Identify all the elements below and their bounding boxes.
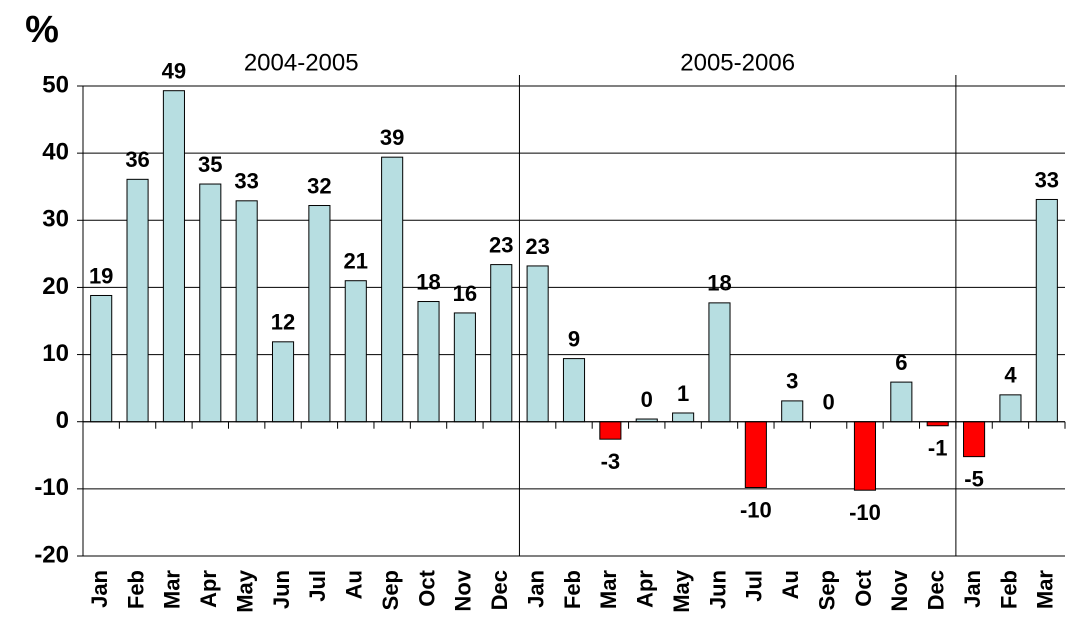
x-tick-label: Apr	[633, 570, 658, 608]
x-tick-label: Feb	[560, 570, 585, 609]
y-unit: %	[25, 9, 59, 51]
x-tick-label: Apr	[196, 570, 221, 608]
bar	[1035, 198, 1058, 423]
x-tick-label: Jan	[960, 570, 985, 608]
data-label: 19	[89, 263, 113, 288]
x-tick-label: May	[232, 569, 257, 613]
x-tick-label: Jan	[87, 570, 112, 608]
data-label: 0	[641, 387, 653, 412]
bar	[744, 421, 767, 489]
y-tick-label: 10	[42, 340, 69, 367]
data-label: 18	[416, 269, 440, 294]
bar	[526, 265, 549, 423]
y-tick-label: 40	[42, 138, 69, 165]
x-tick-label: Oct	[851, 569, 876, 606]
x-tick-label: Nov	[887, 569, 912, 611]
data-label: 4	[1004, 363, 1017, 388]
bar	[90, 294, 113, 423]
x-tick-label: Mar	[1033, 570, 1058, 610]
y-tick-label: 20	[42, 273, 69, 300]
x-tick-label: Dec	[924, 570, 949, 610]
bar	[344, 280, 367, 423]
bar	[126, 178, 149, 423]
x-tick-label: Feb	[996, 570, 1021, 609]
bar	[381, 156, 404, 423]
bar	[890, 381, 913, 423]
bar	[162, 90, 185, 423]
group-label: 2005-2006	[680, 49, 795, 76]
x-tick-label: Au	[342, 570, 367, 599]
bar	[271, 341, 295, 423]
x-tick-label: Jan	[523, 570, 548, 608]
data-label: -10	[740, 497, 772, 522]
data-label: 23	[489, 232, 513, 257]
bar	[562, 358, 586, 423]
data-label: 36	[125, 147, 149, 172]
data-label: -1	[928, 436, 948, 461]
x-tick-label: Au	[778, 570, 803, 599]
data-label: 35	[198, 152, 222, 177]
bar	[963, 421, 986, 458]
bar	[926, 421, 949, 427]
x-tick-label: May	[669, 569, 694, 613]
bar	[490, 264, 513, 423]
data-label: 0	[822, 390, 834, 415]
x-tick-label: Jul	[742, 570, 767, 602]
bar	[708, 302, 731, 423]
x-tick-label: Feb	[123, 570, 148, 609]
y-tick-label: 30	[42, 206, 69, 233]
x-tick-label: Sep	[378, 570, 403, 610]
group-label: 2004-2005	[244, 49, 359, 76]
x-tick-label: Jun	[705, 570, 730, 609]
x-tick-label: Sep	[814, 570, 839, 610]
data-label: 12	[271, 310, 295, 335]
x-tick-label: Nov	[451, 569, 476, 611]
data-label: 39	[380, 125, 404, 150]
y-tick-label: 0	[56, 407, 69, 434]
x-tick-label: Oct	[414, 569, 439, 606]
y-tick-label: 50	[42, 71, 69, 98]
x-tick-label: Jun	[269, 570, 294, 609]
x-tick-label: Mar	[596, 570, 621, 610]
bar	[308, 205, 331, 423]
y-tick-label: -20	[34, 541, 69, 568]
data-label: -10	[849, 500, 881, 525]
data-label: 32	[307, 173, 331, 198]
bar	[781, 400, 804, 423]
data-label: 23	[525, 234, 549, 259]
data-label: 9	[568, 326, 580, 351]
data-label: 3	[786, 369, 798, 394]
bar	[672, 412, 695, 423]
data-label: 18	[707, 271, 731, 296]
data-label: 49	[162, 59, 186, 84]
x-tick-label: Dec	[487, 570, 512, 610]
data-label: 21	[344, 249, 368, 274]
bar	[999, 394, 1022, 423]
x-tick-label: Jul	[305, 570, 330, 602]
bar	[453, 312, 476, 423]
y-tick-label: -10	[34, 474, 69, 501]
bar	[853, 421, 877, 491]
data-label: 33	[234, 169, 258, 194]
data-label: 16	[453, 281, 477, 306]
data-label: 33	[1035, 167, 1059, 192]
data-label: -5	[964, 466, 984, 491]
x-tick-label: Mar	[160, 570, 185, 610]
data-label: 6	[895, 350, 907, 375]
bar	[235, 200, 258, 423]
bar	[417, 301, 440, 423]
bar	[599, 421, 622, 440]
data-label: 1	[677, 381, 689, 406]
data-label: -3	[601, 449, 621, 474]
bar	[199, 183, 222, 423]
